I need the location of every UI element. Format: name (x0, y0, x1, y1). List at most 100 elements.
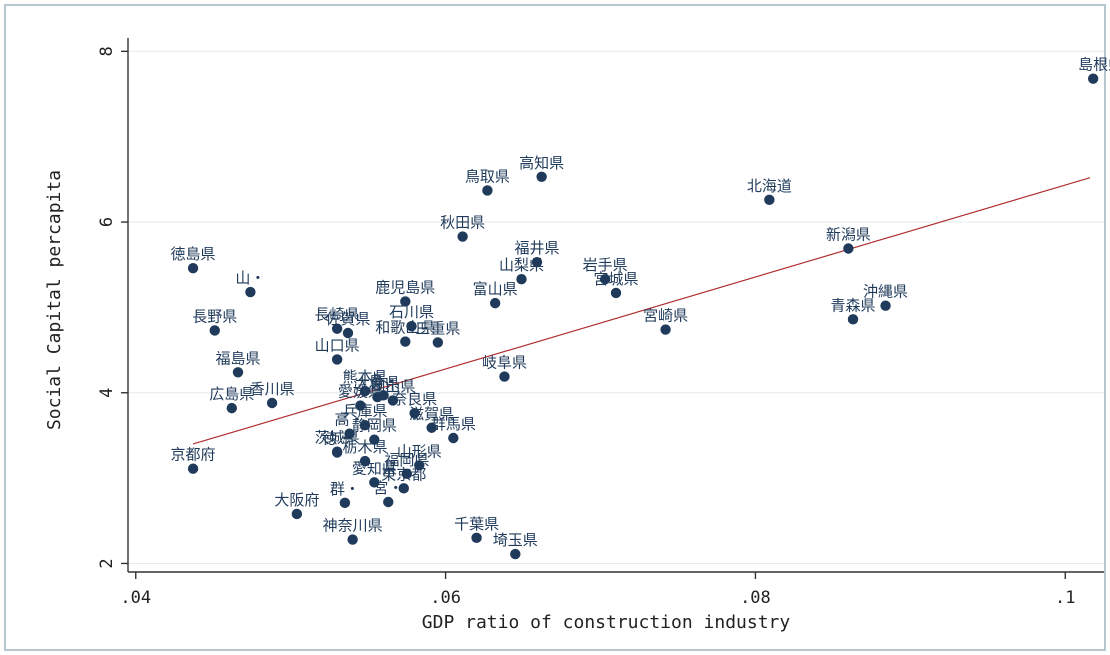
point-label-42: 愛知県 (352, 459, 397, 477)
chart-frame (4, 4, 1106, 651)
point-label-37: 群馬県 (431, 415, 476, 433)
data-point-51 (344, 428, 355, 439)
data-point-19 (406, 320, 417, 332)
y-tick-label-0: 2 (97, 558, 117, 568)
point-label-21: 三重県 (415, 319, 460, 337)
point-label-24: 福島県 (215, 349, 260, 367)
x-axis-title: GDP ratio of construction industry (422, 612, 791, 633)
point-label-28: 広島県 (209, 385, 254, 403)
point-label-17: 宮崎県 (643, 307, 688, 325)
data-point-41 (401, 468, 413, 480)
point-label-52: 鳥・ (369, 372, 399, 390)
data-point-38 (359, 455, 371, 467)
data-point-9 (599, 274, 611, 285)
point-label-43: 東京都 (381, 465, 426, 483)
data-point-13 (489, 297, 501, 309)
point-label-38: 栃木県 (343, 438, 388, 456)
point-label-44: 大阪府 (274, 491, 319, 509)
data-point-50 (331, 447, 343, 458)
tick-labels: .04 .06 .08 .1 2 4 6 8 (97, 46, 1076, 608)
point-label-48: 群・ (330, 480, 360, 498)
data-point-2 (482, 185, 493, 196)
x-tick-label-0: .04 (120, 588, 151, 608)
data-point-36 (369, 434, 380, 445)
data-point-18 (331, 323, 343, 334)
point-label-31: 愛媛県 (338, 383, 383, 401)
y-tick-label-2: 6 (97, 217, 117, 227)
data-point-22 (342, 327, 354, 339)
data-point-26 (359, 385, 371, 397)
point-label-9: 岩手県 (583, 256, 628, 274)
data-point-12 (400, 296, 411, 307)
point-label-20: 和歌山県 (375, 319, 435, 337)
data-point-3 (764, 194, 775, 206)
data-point-45 (347, 534, 358, 545)
point-label-16: 長野県 (192, 307, 237, 325)
point-label-5: 新潟県 (826, 226, 871, 244)
data-point-28 (226, 402, 237, 414)
point-label-46: 千葉県 (454, 515, 499, 533)
data-point-17 (660, 324, 671, 335)
point-label-3: 北海道 (747, 177, 792, 195)
x-tick-label-3: .1 (1055, 588, 1075, 608)
data-point-43 (398, 483, 409, 494)
point-label-7: 福井県 (514, 239, 559, 257)
point-label-51: 高・ (335, 411, 365, 429)
point-label-32: 奈良県 (392, 390, 437, 408)
data-point-15 (847, 314, 859, 325)
point-label-0: 島根県 (1078, 56, 1110, 74)
data-point-7 (531, 256, 543, 268)
data-point-10 (610, 287, 622, 299)
point-label-27: 香川県 (250, 380, 295, 398)
point-label-26: 熊本県 (343, 368, 388, 386)
data-point-48 (339, 497, 351, 509)
point-label-4: 秋田県 (440, 214, 485, 232)
data-point-39 (414, 460, 425, 471)
y-tick-label-1: 4 (97, 388, 117, 398)
data-point-37 (448, 432, 459, 444)
point-label-11: 山・ (235, 269, 265, 287)
fit-line (192, 177, 1091, 445)
point-label-19: 石川県 (389, 303, 434, 321)
data-point-40 (187, 463, 199, 474)
data-point-32 (409, 408, 420, 419)
data-point-49 (383, 496, 394, 508)
point-label-23: 山口県 (315, 336, 360, 354)
data-point-5 (843, 243, 854, 254)
point-label-12: 鹿児島県 (375, 278, 435, 296)
data-point-42 (369, 477, 380, 488)
point-label-45: 神奈川県 (323, 517, 383, 535)
data-point-52 (378, 390, 389, 401)
point-label-22: 佐賀県 (325, 310, 370, 328)
data-point-8 (516, 274, 527, 285)
x-tick-label-1: .06 (430, 588, 461, 608)
data-point-16 (209, 325, 220, 336)
data-point-21 (432, 337, 444, 348)
data-point-47 (510, 548, 521, 560)
point-label-14: 沖縄県 (863, 283, 908, 301)
axes (121, 38, 1104, 579)
point-label-10: 宮城県 (593, 270, 638, 288)
point-label-2: 鳥取県 (465, 167, 510, 185)
data-point-4 (457, 231, 468, 242)
data-point-23 (331, 354, 343, 365)
data-point-27 (266, 397, 278, 409)
data-point-11 (245, 286, 256, 298)
y-axis-title: Social Capital percapita (44, 170, 65, 430)
fit-line-group (192, 177, 1091, 445)
point-label-8: 山梨県 (499, 256, 544, 274)
point-label-15: 青森県 (831, 296, 876, 314)
data-point-34 (359, 419, 371, 431)
point-label-6: 徳島県 (171, 245, 216, 263)
plot-area (128, 30, 1104, 572)
point-label-36: 静岡県 (352, 417, 397, 435)
data-point-20 (400, 336, 411, 347)
data-point-25 (499, 371, 510, 382)
data-point-14 (880, 300, 891, 311)
data-point-31 (355, 400, 366, 411)
data-point-46 (471, 532, 482, 544)
data-point-44 (291, 508, 303, 520)
point-label-47: 埼玉県 (493, 531, 538, 549)
